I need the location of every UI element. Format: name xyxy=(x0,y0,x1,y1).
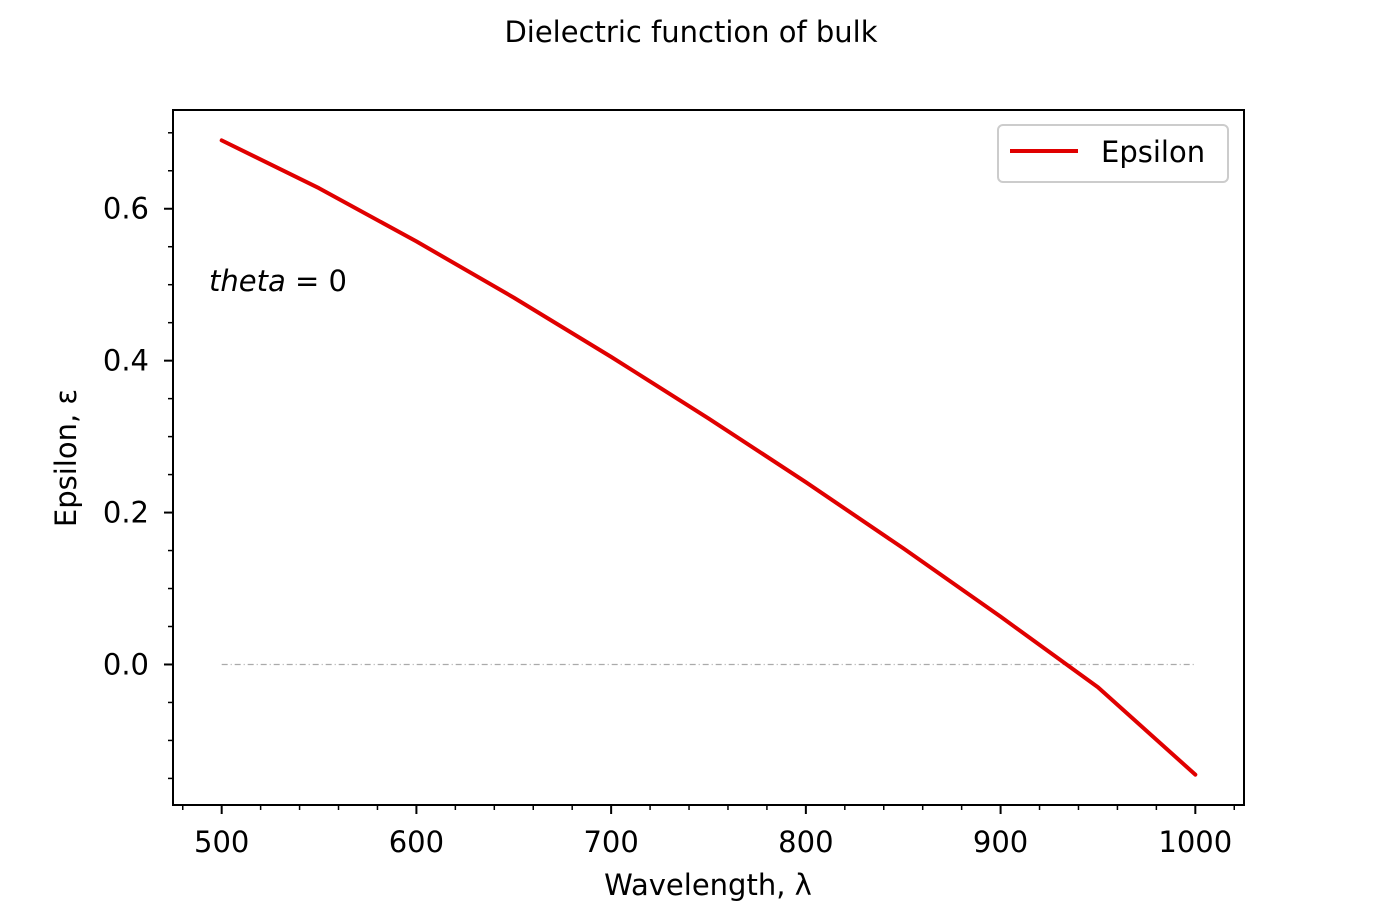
legend: Epsilon xyxy=(997,124,1229,183)
x-axis-label: Wavelength, λ xyxy=(604,868,812,902)
x-tick-label: 500 xyxy=(194,825,249,859)
series-line-epsilon xyxy=(219,138,1198,777)
y-tick-label: 0.0 xyxy=(103,647,149,681)
plot-frame xyxy=(172,109,1245,806)
theta-annotation-value: = 0 xyxy=(286,264,347,298)
theta-annotation: theta = 0 xyxy=(209,264,347,298)
x-tick-label: 600 xyxy=(389,825,444,859)
y-axis-label: Epsilon, ε xyxy=(49,389,83,527)
x-axis-ticks: 500 600 700 800 900 1000 xyxy=(181,805,1236,859)
y-tick-label: 0.2 xyxy=(103,496,149,530)
x-tick-label: 900 xyxy=(973,825,1028,859)
series-layer xyxy=(219,138,1198,777)
chart-title: Dielectric function of bulk xyxy=(504,15,877,49)
y-axis-ticks: 0.0 0.2 0.4 0.6 xyxy=(103,132,173,780)
x-tick-label: 1000 xyxy=(1158,825,1232,859)
legend-box xyxy=(997,124,1229,183)
x-tick-label: 800 xyxy=(778,825,833,859)
y-tick-label: 0.6 xyxy=(103,192,149,226)
legend-label-epsilon: Epsilon xyxy=(1101,135,1205,169)
x-tick-label: 700 xyxy=(583,825,638,859)
theta-annotation-symbol: theta xyxy=(209,264,286,298)
y-tick-label: 0.4 xyxy=(103,344,149,378)
